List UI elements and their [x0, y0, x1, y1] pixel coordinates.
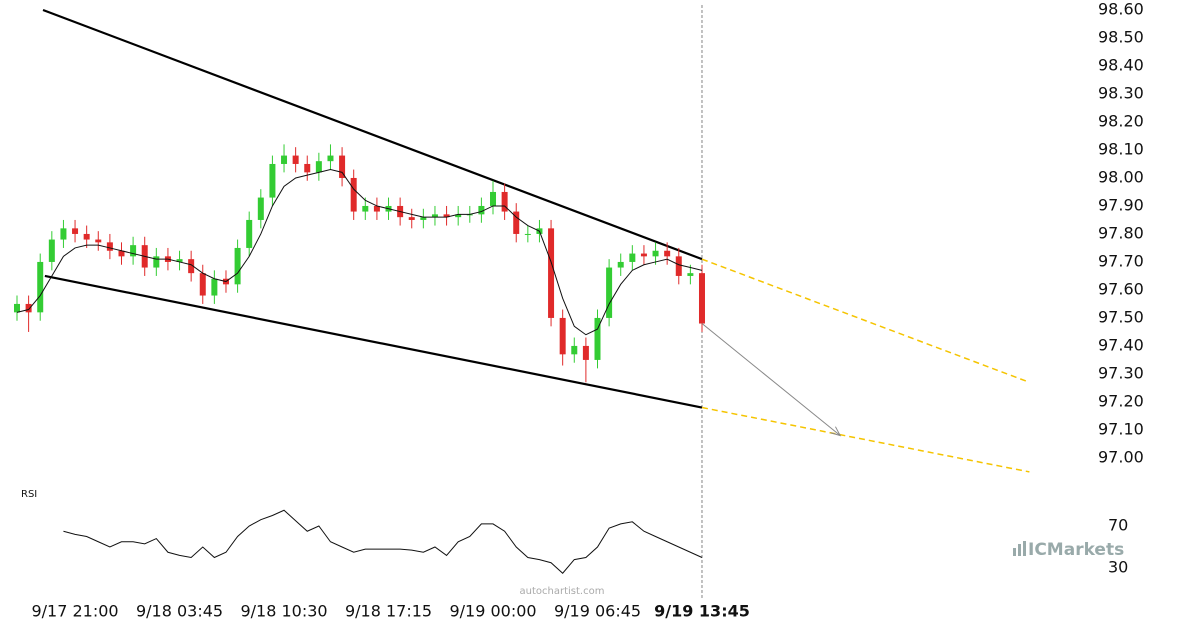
candle-body — [431, 214, 438, 218]
trendline — [42, 8, 703, 261]
candle-body — [106, 242, 113, 251]
candle-body — [652, 250, 659, 257]
watermark: autochartist.com — [520, 586, 605, 597]
y-tick-label: 98.50 — [1098, 27, 1144, 46]
candle-body — [548, 228, 555, 318]
candle-body — [559, 317, 566, 355]
candle-body — [234, 247, 241, 285]
rsi-tick-label: 70 — [1108, 516, 1128, 535]
candle-body — [571, 345, 578, 355]
candle-body — [350, 177, 357, 212]
x-tick-label: 9/19 13:45 — [654, 602, 750, 621]
arrow-head — [830, 426, 842, 437]
candle-body — [83, 233, 90, 240]
x-tick-label: 9/18 17:15 — [345, 602, 432, 621]
y-tick-label: 98.60 — [1098, 0, 1144, 19]
y-tick-label: 98.10 — [1098, 139, 1144, 158]
candle-body — [408, 217, 415, 220]
candle-body — [420, 217, 427, 220]
candle-body — [698, 273, 705, 324]
candle-body — [687, 273, 694, 276]
candle-body — [14, 303, 20, 313]
x-tick-label: 9/19 06:45 — [554, 602, 641, 621]
candle-body — [130, 245, 137, 257]
trendline — [701, 258, 1030, 384]
x-tick-label: 9/18 03:45 — [136, 602, 223, 621]
brand-logo: ICMarkets — [1013, 540, 1124, 560]
candle-body — [37, 261, 44, 313]
y-tick-label: 97.70 — [1098, 251, 1144, 270]
y-tick-label: 97.10 — [1098, 419, 1144, 438]
candle-body — [304, 163, 311, 173]
candle-body — [339, 155, 346, 178]
candle-body — [72, 228, 79, 234]
y-tick-label: 98.40 — [1098, 55, 1144, 74]
trendline — [701, 406, 1030, 473]
candle-body — [640, 253, 647, 257]
y-tick-label: 97.90 — [1098, 195, 1144, 214]
y-tick-label: 98.20 — [1098, 111, 1144, 130]
candle-body — [524, 233, 531, 235]
candle-body — [292, 155, 299, 164]
candle-body — [153, 256, 160, 268]
candle-body — [25, 303, 32, 313]
rsi-label: RSI — [21, 489, 37, 500]
y-tick-label: 98.30 — [1098, 83, 1144, 102]
rsi-tick-label: 30 — [1108, 558, 1128, 577]
candle-body — [176, 259, 183, 262]
candle-body — [48, 239, 55, 262]
x-tick-label: 9/19 00:00 — [449, 602, 536, 621]
trendline — [44, 274, 703, 409]
candle-body — [199, 273, 206, 296]
candle-body — [594, 317, 601, 360]
candle-body — [455, 214, 462, 218]
brand-name: ICMarkets — [1028, 540, 1124, 560]
candle-body — [188, 259, 195, 274]
rsi-line — [63, 509, 703, 574]
y-tick-label: 97.40 — [1098, 335, 1144, 354]
candle-body — [60, 228, 67, 240]
candle-body — [664, 250, 671, 257]
logo-bar — [1013, 548, 1016, 556]
candle-body — [629, 253, 636, 262]
candle-body — [281, 155, 288, 164]
y-tick-label: 97.60 — [1098, 279, 1144, 298]
x-tick-label: 9/17 21:00 — [31, 602, 118, 621]
y-tick-label: 97.50 — [1098, 307, 1144, 326]
y-tick-label: 97.20 — [1098, 391, 1144, 410]
candle-body — [617, 261, 624, 268]
candle-body — [582, 345, 589, 360]
candle-body — [327, 155, 334, 162]
candle-body — [211, 278, 218, 296]
candle-body — [95, 239, 102, 243]
candle-body — [362, 205, 369, 212]
y-tick-label: 97.80 — [1098, 223, 1144, 242]
x-tick-label: 9/18 10:30 — [240, 602, 327, 621]
candle-body — [675, 256, 682, 276]
candle-body — [257, 197, 264, 220]
logo-bar — [1018, 544, 1021, 556]
candle-body — [478, 205, 485, 215]
candle-body — [269, 163, 276, 198]
candle-body — [118, 250, 125, 257]
logo-bar — [1023, 541, 1026, 556]
moving-average — [16, 169, 703, 336]
candle-body — [443, 214, 450, 218]
candle-body — [606, 267, 613, 318]
candle-body — [246, 219, 253, 248]
candle-body — [373, 205, 380, 212]
y-tick-label: 97.00 — [1098, 447, 1144, 466]
y-tick-label: 98.00 — [1098, 167, 1144, 186]
candle-body — [315, 161, 322, 173]
y-tick-label: 97.30 — [1098, 363, 1144, 382]
candle-body — [501, 191, 508, 212]
candle-body — [513, 211, 520, 234]
candle-body — [490, 191, 497, 206]
forecast-arrow — [701, 323, 841, 436]
